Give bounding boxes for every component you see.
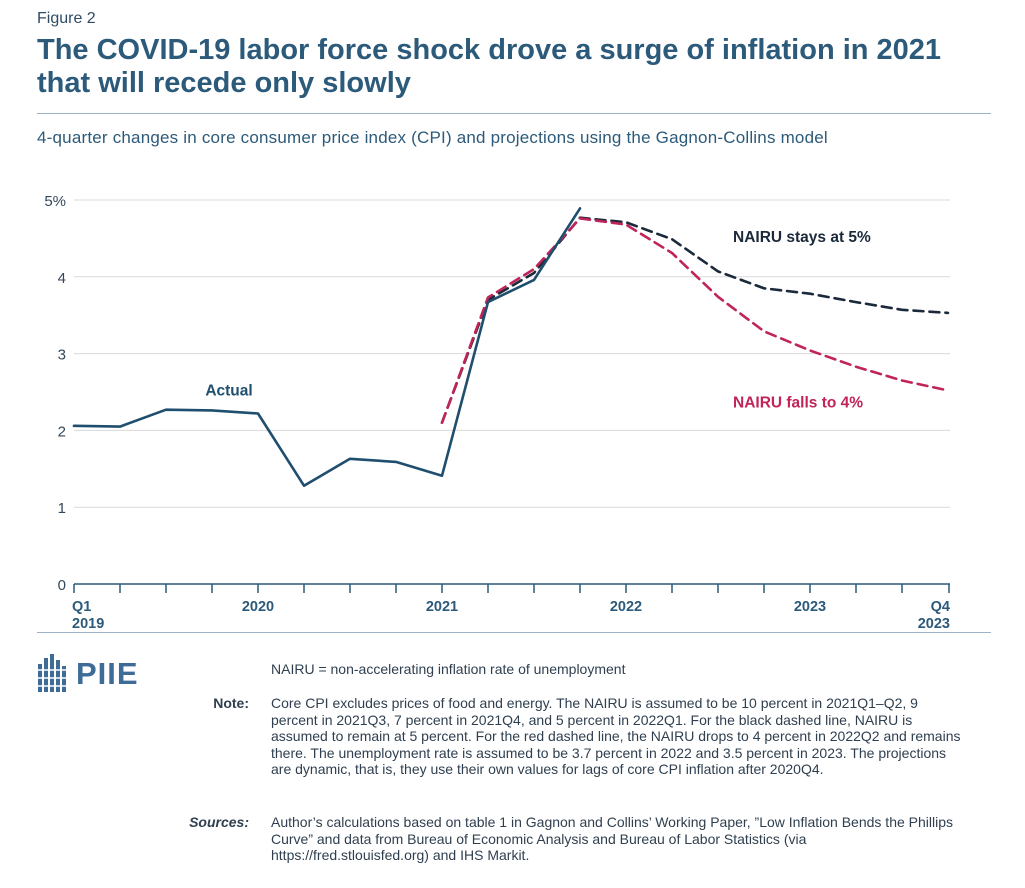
- annotation-label: Actual: [205, 383, 252, 400]
- note-label: Note:: [213, 695, 249, 711]
- x-tick-label: 2021: [426, 599, 458, 615]
- y-tick-label: 3: [58, 347, 66, 364]
- x-tick-label: Q4: [931, 599, 950, 615]
- title-divider: [37, 113, 991, 114]
- y-tick-label: 5%: [44, 193, 66, 210]
- x-tick-label-year: 2023: [918, 616, 950, 630]
- series-annotations: Actual NAIRU stays at 5% NAIRU falls to 4%: [205, 229, 871, 411]
- piie-logo-icon: [36, 654, 70, 692]
- x-tick-label: 2023: [794, 599, 826, 615]
- y-tick-label: 4: [58, 270, 66, 287]
- x-axis: [73, 583, 950, 593]
- piie-logo: PIIE: [36, 654, 139, 694]
- grid-lines: [74, 199, 950, 508]
- sources-label: Sources:: [189, 814, 249, 830]
- x-tick-label: 2022: [610, 599, 642, 615]
- annotation-label: NAIRU stays at 5%: [733, 229, 871, 246]
- chart-bottom-divider: [37, 632, 991, 633]
- series-lines: [72, 207, 950, 488]
- y-tick-label: 1: [58, 500, 66, 517]
- annotation-label: NAIRU falls to 4%: [733, 394, 863, 411]
- y-tick-label: 0: [58, 577, 66, 594]
- chart-title: The COVID-19 labor force shock drove a s…: [37, 34, 942, 99]
- series-line-actual: [72, 207, 582, 488]
- y-tick-label: 2: [58, 423, 66, 440]
- chart-subtitle: 4-quarter changes in core consumer price…: [37, 128, 828, 147]
- nairu-definition: NAIRU = non-accelerating inflation rate …: [271, 661, 626, 677]
- x-tick-label-year: 2019: [72, 616, 104, 630]
- sources-text: Author’s calculations based on table 1 i…: [271, 814, 954, 863]
- note-text: Core CPI excludes prices of food and ene…: [271, 695, 961, 777]
- y-axis-labels: 0 1 2 3 4 5%: [44, 193, 66, 594]
- piie-logo-text: PIIE: [76, 656, 139, 691]
- figure-label: Figure 2: [37, 10, 96, 27]
- series-line-nairu-stays-at-5: [440, 216, 950, 424]
- x-tick-label: 2020: [242, 599, 274, 615]
- x-tick-label: Q1: [72, 599, 91, 615]
- series-line-nairu-falls-to-4: [440, 217, 950, 424]
